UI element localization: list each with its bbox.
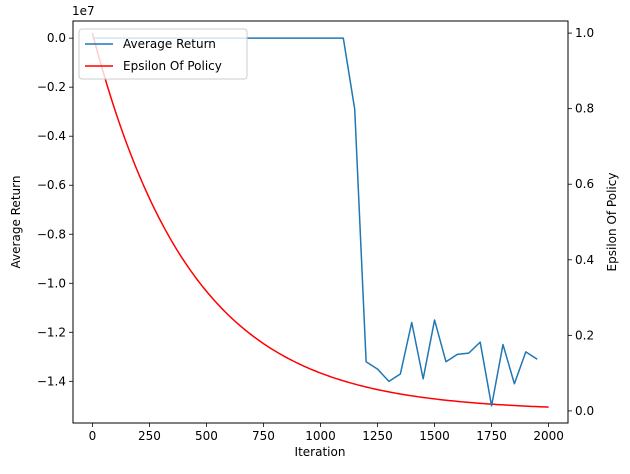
series-line-average-return xyxy=(92,37,538,407)
x-tick-label: 750 xyxy=(252,429,275,443)
y-left-tick-label: −1.0 xyxy=(37,276,66,290)
legend-box xyxy=(78,28,248,80)
y-left-tick-label: −0.8 xyxy=(37,227,66,241)
y-left-tick-label: −0.4 xyxy=(37,129,66,143)
y-left-tick-label: 0.0 xyxy=(47,31,66,45)
y-right-tick-label: 0.6 xyxy=(575,177,594,191)
y-left-tick-label: −0.2 xyxy=(37,80,66,94)
x-tick-label: 500 xyxy=(195,429,218,443)
x-axis-label: Iteration xyxy=(295,445,346,459)
legend-label-epsilon-of-policy: Epsilon Of Policy xyxy=(123,59,222,73)
x-tick-label: 2000 xyxy=(533,429,564,443)
y-right-tick-label: 1.0 xyxy=(575,26,594,40)
left-axis-offset-text: 1e7 xyxy=(72,4,95,18)
y-right-tick-label: 0.0 xyxy=(575,404,594,418)
y-right-tick-label: 0.2 xyxy=(575,328,594,342)
y-right-tick-label: 0.8 xyxy=(575,102,594,116)
y-left-tick-label: −0.6 xyxy=(37,178,66,192)
x-tick-label: 0 xyxy=(89,429,97,443)
series-line-epsilon-of-policy xyxy=(91,32,549,408)
x-tick-label: 1750 xyxy=(476,429,507,443)
y-right-axis-label: Epsilon Of Policy xyxy=(605,173,619,272)
y-right-tick-label: 0.4 xyxy=(575,253,594,267)
legend: Average Return Epsilon Of Policy xyxy=(78,28,248,80)
y-left-tick-label: −1.4 xyxy=(37,374,66,388)
plot-frame xyxy=(72,20,569,424)
x-tick-label: 250 xyxy=(138,429,161,443)
legend-label-average-return: Average Return xyxy=(123,37,216,51)
y-left-axis-label: Average Return xyxy=(9,176,23,269)
y-left-tick-label: −1.2 xyxy=(37,325,66,339)
x-tick-label: 1500 xyxy=(419,429,450,443)
x-tick-label: 1000 xyxy=(305,429,336,443)
x-tick-label: 1250 xyxy=(362,429,393,443)
